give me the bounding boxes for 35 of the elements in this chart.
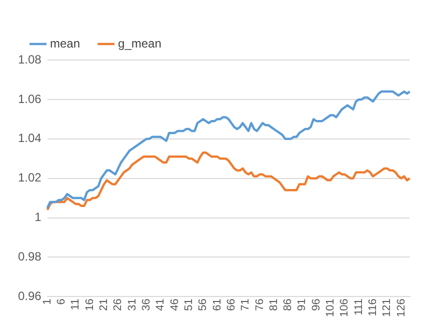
x-tick-label: 21 <box>98 298 110 311</box>
y-tick-label: 1 <box>34 210 42 224</box>
x-tick-label: 126 <box>395 298 408 318</box>
x-tick-label: 81 <box>268 298 280 311</box>
x-tick-label: 46 <box>168 298 181 311</box>
x-tick-label: 106 <box>338 298 351 318</box>
y-tick-label: 0.98 <box>18 250 42 264</box>
y-tick-label: 1.02 <box>18 170 42 185</box>
x-tick-label: 76 <box>254 298 266 311</box>
x-tick-label: 111 <box>352 298 365 316</box>
y-tick-label: 1.08 <box>18 52 42 66</box>
y-tick-label: 1.04 <box>18 131 42 146</box>
x-tick-label: 96 <box>310 298 322 311</box>
y-tick-label: 1.06 <box>18 92 42 106</box>
x-tick-label: 86 <box>282 298 294 311</box>
x-tick-label: 36 <box>140 298 152 311</box>
x-tick-label: 66 <box>225 298 238 311</box>
x-tick-label: 51 <box>182 298 195 311</box>
x-tick-label: 16 <box>84 298 96 311</box>
x-tick-label: 31 <box>126 298 138 311</box>
x-tick-label: 101 <box>324 298 337 318</box>
x-tick-label: 26 <box>112 298 124 311</box>
legend-label: g_mean <box>118 36 162 50</box>
x-tick-label: 121 <box>381 298 394 318</box>
x-tick-label: 41 <box>154 298 167 311</box>
y-tick-label: 0.96 <box>18 288 42 303</box>
x-tick-label: 91 <box>296 298 308 311</box>
x-tick-label: 6 <box>56 298 68 305</box>
x-tick-label: 61 <box>211 298 224 311</box>
x-tick-label: 116 <box>367 298 380 316</box>
legend-label: mean <box>50 36 80 50</box>
x-tick-label: 1 <box>41 298 54 305</box>
x-tick-label: 11 <box>70 298 82 310</box>
x-tick-label: 56 <box>197 298 210 311</box>
x-tick-label: 71 <box>240 298 252 311</box>
